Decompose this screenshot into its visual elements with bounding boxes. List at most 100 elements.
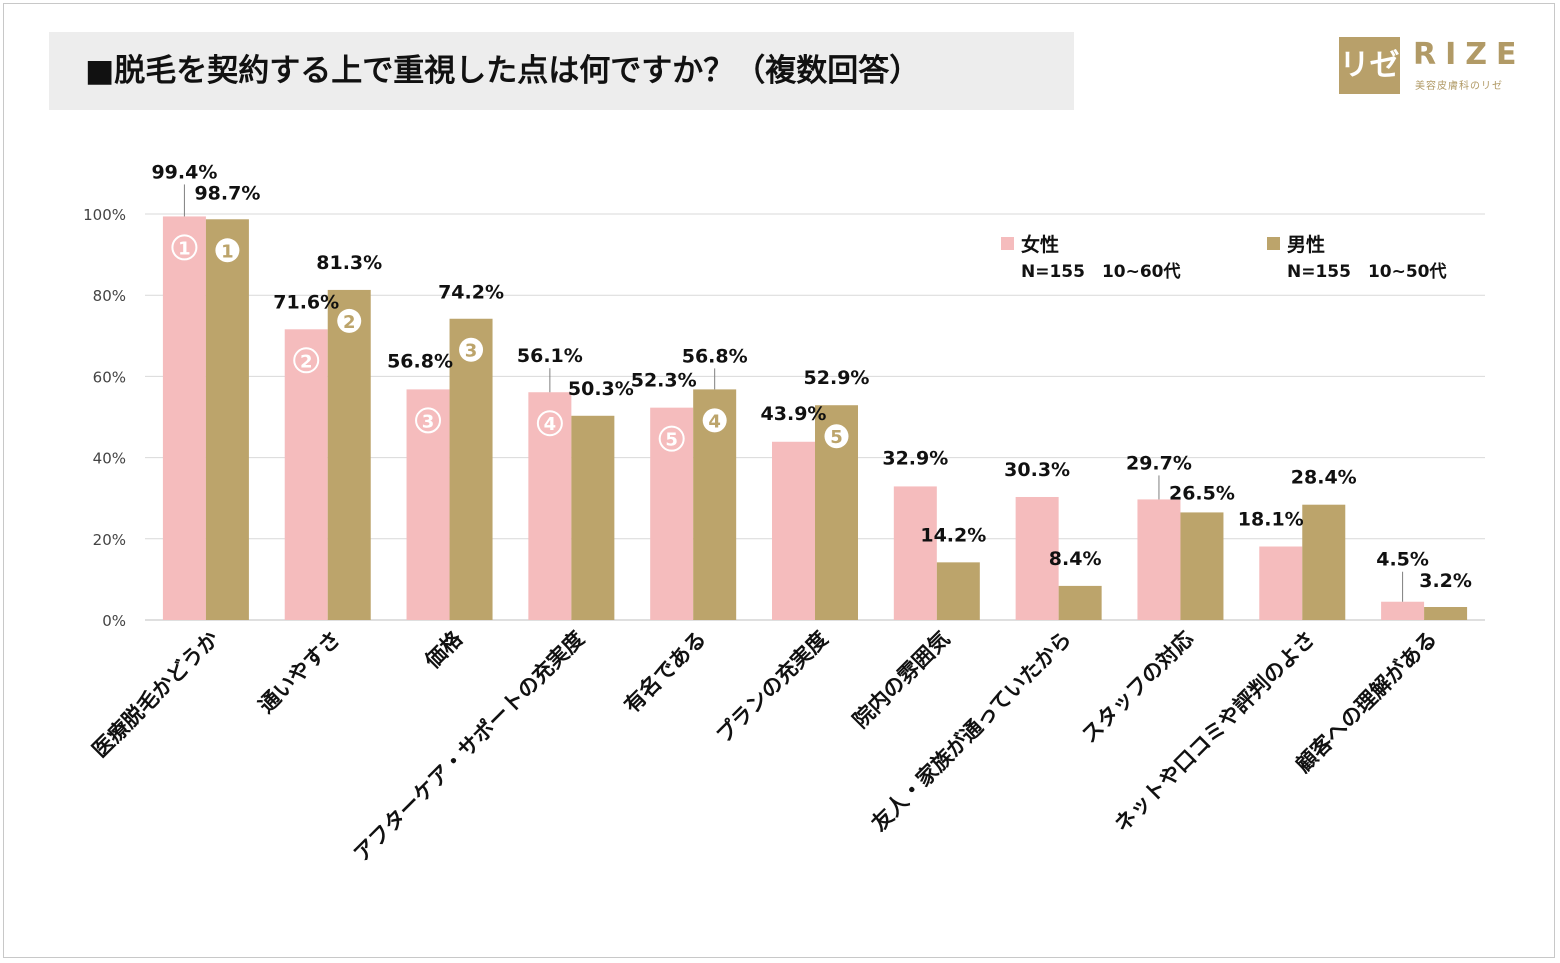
- rank-badge-female: 1: [171, 234, 198, 261]
- rank-badge-male: 3: [459, 337, 484, 362]
- bar-female: [284, 329, 328, 620]
- legend-sample-size: N=155 10~50代: [1287, 261, 1447, 282]
- bar-male: [1424, 607, 1468, 620]
- rank-badge-number: 3: [422, 411, 435, 432]
- bar-female: [772, 441, 815, 620]
- rank-badge-number: 2: [343, 312, 356, 333]
- bar-male: [1180, 512, 1224, 620]
- bar-male: [571, 415, 615, 620]
- rank-badge-circle: [459, 337, 484, 362]
- x-category-label: スタッフの対応: [1077, 627, 1198, 748]
- x-category-label: 医療脱毛かどうか: [88, 627, 224, 763]
- rank-badge-female: 5: [658, 425, 685, 452]
- data-label-male: 14.2%: [920, 524, 986, 546]
- data-label-male: 26.5%: [1169, 482, 1235, 504]
- rank-badge-circle: [702, 408, 727, 433]
- bar-female: [1137, 499, 1181, 620]
- bar-male: [449, 318, 493, 620]
- y-tick-label: 0%: [102, 612, 126, 630]
- legend-item: 男性 N=155 10~50代: [1267, 233, 1447, 282]
- rank-badge-circle: [824, 424, 849, 449]
- data-label-female: 32.9%: [882, 447, 948, 469]
- rank-badge-number: 1: [178, 238, 191, 259]
- chart-title: ■脱毛を契約する上で重視した点は何ですか？（複数回答）: [85, 53, 921, 89]
- data-label-male: 74.2%: [438, 282, 504, 304]
- rank-badge-female: 4: [536, 410, 563, 437]
- x-category-label: 価格: [420, 626, 468, 674]
- data-label-male: 81.3%: [316, 252, 382, 274]
- rank-badge-circle: [415, 407, 442, 434]
- data-label-female: 71.6%: [273, 291, 339, 313]
- rank-badge-circle: [337, 308, 362, 333]
- bar-male: [205, 219, 249, 620]
- data-label-male: 98.7%: [194, 182, 260, 204]
- legend-item: 女性 N=155 10~60代: [1001, 233, 1181, 282]
- rank-badge-male: 5: [824, 424, 849, 449]
- data-label-female: 4.5%: [1376, 549, 1429, 571]
- bar-female: [1015, 496, 1059, 620]
- rank-badge-number: 5: [830, 427, 843, 448]
- x-category-label: 有名である: [620, 627, 711, 718]
- rank-badge-female: 3: [415, 407, 442, 434]
- y-tick-label: 80%: [93, 287, 126, 305]
- y-tick-label: 60%: [93, 368, 126, 386]
- rank-badge-number: 4: [544, 414, 557, 435]
- chart-frame: [3, 3, 1555, 958]
- x-category-label: プランの充実度: [712, 627, 833, 748]
- data-label-male: 3.2%: [1419, 570, 1472, 592]
- data-label-female: 18.1%: [1238, 509, 1304, 531]
- bar-female: [162, 216, 206, 620]
- bar-female: [893, 486, 937, 620]
- rank-badge-circle: [171, 234, 198, 261]
- logo-wordmark: RIZE: [1413, 37, 1526, 72]
- rank-badge-circle: [293, 347, 320, 374]
- rank-badge-male: 1: [215, 238, 240, 263]
- bar-female: [528, 392, 572, 620]
- rank-badge-number: 2: [300, 351, 313, 372]
- legend-sample-size: N=155 10~60代: [1021, 261, 1181, 282]
- y-tick-label: 40%: [93, 450, 126, 468]
- data-label-female: 56.1%: [517, 345, 583, 367]
- y-tick-label: 20%: [93, 531, 126, 549]
- x-category-label: 院内の雰囲気: [848, 627, 954, 733]
- rank-badge-male: 2: [337, 308, 362, 333]
- rize-logo: リゼ RIZE 美容皮膚科のリゼ: [1339, 37, 1539, 94]
- data-label-female: 52.3%: [631, 370, 697, 392]
- x-category-label: ネットや口コミや評判のよさ: [1110, 627, 1320, 837]
- bar-male: [1302, 504, 1346, 620]
- data-label-female: 56.8%: [387, 350, 453, 372]
- logo-tagline: 美容皮膚科のリゼ: [1415, 81, 1503, 92]
- data-label-female: 30.3%: [1004, 459, 1070, 481]
- x-category-label: 友人・家族が通っていたから: [867, 627, 1076, 836]
- rank-badge-number: 3: [465, 341, 478, 362]
- legend-label: 女性: [1021, 233, 1059, 256]
- x-category-label: 通いやすさ: [254, 627, 345, 718]
- data-label-male: 8.4%: [1049, 548, 1102, 570]
- rank-badge-male: 4: [702, 408, 727, 433]
- rank-badge-circle: [215, 238, 240, 263]
- rank-badge-number: 4: [708, 411, 721, 432]
- data-label-male: 52.9%: [804, 367, 870, 389]
- data-label-female: 43.9%: [761, 403, 827, 425]
- bar-female: [650, 407, 694, 620]
- legend-label: 男性: [1287, 233, 1325, 256]
- bar-female: [1259, 546, 1303, 620]
- data-label-female: 29.7%: [1126, 452, 1192, 474]
- data-label-female: 99.4%: [151, 161, 217, 183]
- rank-badge-circle: [536, 410, 563, 437]
- bar-male: [327, 289, 371, 620]
- rank-badge-circle: [658, 425, 685, 452]
- title-box: ■脱毛を契約する上で重視した点は何ですか？（複数回答）: [49, 32, 1074, 110]
- rank-badge-female: 2: [293, 347, 320, 374]
- bar-male: [936, 562, 980, 620]
- rank-badge-number: 1: [221, 241, 234, 262]
- data-label-male: 56.8%: [682, 345, 748, 367]
- bar-female: [406, 389, 450, 620]
- legend-swatch: [1001, 237, 1014, 250]
- y-tick-label: 100%: [83, 206, 126, 224]
- x-category-label: アフターケア・サポートの充実度: [349, 627, 589, 867]
- bar-male: [1058, 585, 1102, 620]
- logo-mark: リゼ: [1339, 37, 1400, 94]
- bar-female: [1381, 601, 1425, 620]
